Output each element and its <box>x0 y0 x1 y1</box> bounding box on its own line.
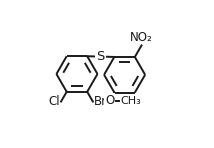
Text: Cl: Cl <box>49 95 60 108</box>
Text: NO₂: NO₂ <box>130 31 153 44</box>
Text: CH₃: CH₃ <box>120 95 141 106</box>
Text: S: S <box>97 50 105 63</box>
Text: Br: Br <box>94 95 107 108</box>
Text: O: O <box>105 94 114 107</box>
